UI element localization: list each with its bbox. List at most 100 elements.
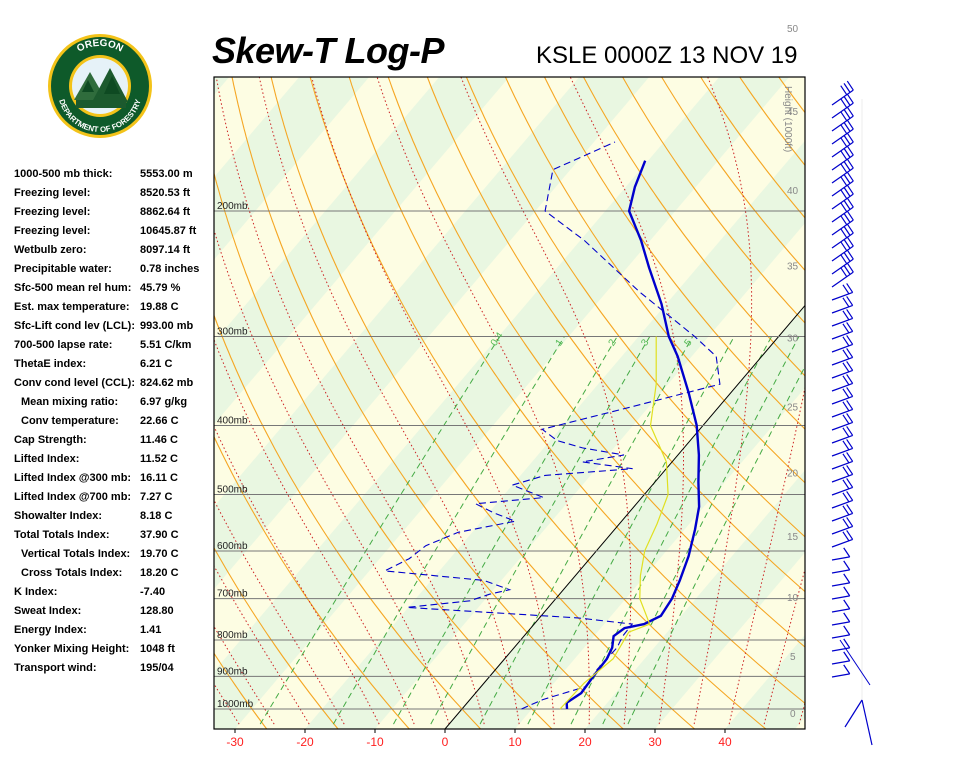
height-tick-label: 50 xyxy=(787,24,799,35)
wind-barb-flag xyxy=(846,452,854,462)
moist-adiabat xyxy=(214,338,415,725)
dry-adiabat xyxy=(214,171,553,729)
wind-barb-flag xyxy=(846,322,854,332)
index-value: 19.88 C xyxy=(140,301,179,313)
dry-adiabat xyxy=(348,77,805,704)
index-row: Cross Totals Index: 18.20 C xyxy=(14,567,204,586)
mixing-ratio-line xyxy=(602,336,800,725)
wind-barb-shaft xyxy=(831,369,853,379)
height-tick-label: 25 xyxy=(787,402,799,413)
index-value: 6.97 g/kg xyxy=(140,396,188,408)
wind-barb xyxy=(831,664,851,678)
index-value: 45.79 % xyxy=(140,282,181,294)
index-label: Yonker Mixing Height: xyxy=(14,643,130,655)
index-value: 993.00 mb xyxy=(140,320,194,332)
index-label: 1000-500 mb thick: xyxy=(14,168,113,180)
x-tick-label: 10 xyxy=(508,735,522,749)
isotherm-band xyxy=(214,77,510,425)
wind-barb-shaft xyxy=(831,258,854,275)
wind-barb-flag xyxy=(842,401,850,412)
index-label: K Index: xyxy=(14,586,58,598)
wind-barb-flag xyxy=(846,426,854,436)
index-row: Lifted Index: 11.52 C xyxy=(14,453,204,472)
wind-barb-shaft xyxy=(831,141,854,158)
wind-barb-flag xyxy=(840,150,848,161)
isotherm-band xyxy=(865,77,960,729)
index-value: 11.52 C xyxy=(140,453,178,465)
wind-barb xyxy=(831,374,854,392)
wind-barb-flag xyxy=(840,202,848,213)
wind-barb xyxy=(831,236,854,262)
wind-barb-flag xyxy=(846,361,854,371)
index-label: Sfc-Lift cond lev (LCL): xyxy=(14,320,135,332)
wind-barb xyxy=(831,400,854,418)
wind-barb-flag xyxy=(843,547,851,558)
wind-barb-flag xyxy=(843,96,851,106)
moist-adiabat xyxy=(214,625,275,725)
wind-barb-flag xyxy=(846,374,854,384)
moist-adiabat xyxy=(311,77,555,725)
wind-barb xyxy=(831,547,851,561)
wind-barb-shaft xyxy=(831,447,853,457)
zero-isotherm xyxy=(444,304,805,729)
index-row: Lifted Index @300 mb: 16.11 C xyxy=(14,472,204,491)
index-row: Cap Strength: 11.46 C xyxy=(14,434,204,453)
wind-barb-flag xyxy=(846,296,854,306)
dry-adiabat xyxy=(504,77,805,484)
moist-adiabat xyxy=(258,77,520,725)
wind-barb-flag xyxy=(843,599,851,610)
wind-barb-shaft xyxy=(831,115,854,132)
wind-barb-shaft xyxy=(831,128,854,145)
index-value: 5553.00 m xyxy=(140,168,193,180)
dry-adiabat xyxy=(661,77,805,272)
dry-adiabat xyxy=(426,77,805,593)
wind-barb xyxy=(831,158,854,184)
height-tick-label: 5 xyxy=(790,652,796,663)
mixing-ratio-label: 1 xyxy=(554,337,566,348)
wind-barb-shaft xyxy=(831,395,853,405)
wind-barb xyxy=(831,573,851,587)
wind-barb xyxy=(831,426,854,444)
wind-barb-flag xyxy=(842,505,850,516)
index-label: Lifted Index @300 mb: xyxy=(14,472,132,484)
dry-adiabat xyxy=(309,77,767,729)
index-label: Mean mixing ratio: xyxy=(21,396,119,408)
wind-barb-flag xyxy=(846,413,854,423)
height-tick-label: 30 xyxy=(787,333,799,344)
moist-adiabat xyxy=(728,385,805,725)
wind-barb-shaft xyxy=(831,512,853,522)
wind-barb xyxy=(831,586,851,600)
wind-barb-shaft xyxy=(831,582,850,587)
mixing-ratio-line xyxy=(259,336,501,725)
mixing-ratio-line xyxy=(627,365,805,725)
dry-adiabat xyxy=(818,77,960,729)
moist-adiabat xyxy=(214,228,450,725)
wind-barb xyxy=(831,530,854,548)
index-row: Mean mixing ratio: 6.97 g/kg xyxy=(14,396,204,415)
x-tick-label: 40 xyxy=(718,735,732,749)
wind-barb xyxy=(831,106,854,132)
indices-table: 1000-500 mb thick: 5553.00 m Freezing leve… xyxy=(14,168,204,681)
moist-adiabat xyxy=(798,701,805,725)
index-label: Vertical Totals Index: xyxy=(21,548,131,560)
wind-barb-flag xyxy=(842,414,850,425)
wind-barb-flag xyxy=(846,210,854,221)
isotherm-band xyxy=(585,470,805,729)
wind-barb-shaft xyxy=(831,421,853,431)
dry-adiabat xyxy=(387,77,805,648)
wind-barb-flag xyxy=(846,517,854,527)
index-value: 37.90 C xyxy=(140,529,179,541)
index-label: Cap Strength: xyxy=(14,434,87,446)
wind-barb-shaft xyxy=(831,154,854,171)
wind-barb-flag xyxy=(840,267,848,278)
index-label: Wetbulb zero: xyxy=(14,244,87,256)
isobar-label: 300mb xyxy=(217,326,248,337)
wind-barb-flag xyxy=(843,265,851,275)
isobar-label: 1000mb xyxy=(217,699,254,710)
index-value: 18.20 C xyxy=(140,567,179,579)
height-tick-label: 0 xyxy=(790,709,796,720)
wind-barb xyxy=(831,638,851,652)
wind-barb-flag xyxy=(840,111,848,122)
dry-adiabat xyxy=(583,77,805,377)
wind-barb-shaft xyxy=(831,460,853,470)
